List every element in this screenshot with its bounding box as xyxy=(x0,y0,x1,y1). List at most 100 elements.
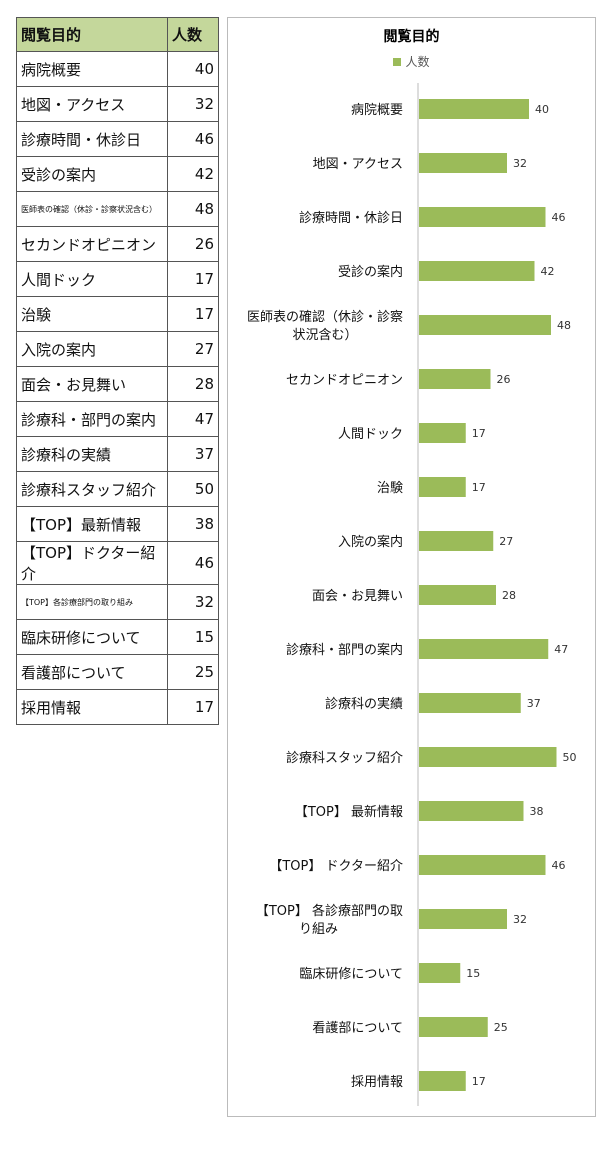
table-row: 入院の案内 27 xyxy=(16,331,219,367)
bar xyxy=(419,585,496,605)
table-row: 医師表の確認（休診・診察状況含む） 48 xyxy=(16,191,219,227)
bar xyxy=(419,639,549,659)
table-row: 面会・お見舞い 28 xyxy=(16,366,219,402)
data-label: 50 xyxy=(563,751,577,764)
bar xyxy=(419,909,507,929)
count-cell: 17 xyxy=(167,689,219,725)
count-cell: 47 xyxy=(167,401,219,437)
count-cell: 17 xyxy=(167,261,219,297)
table-row: 【TOP】最新情報 38 xyxy=(16,506,219,542)
data-label: 28 xyxy=(502,589,516,602)
data-label: 32 xyxy=(513,157,527,170)
bar xyxy=(419,315,551,335)
legend: 人数 xyxy=(228,53,595,70)
table-row: セカンドオピニオン 26 xyxy=(16,226,219,262)
data-label: 47 xyxy=(554,643,568,656)
purpose-cell: セカンドオピニオン xyxy=(16,226,168,262)
bar xyxy=(419,1071,466,1091)
purpose-cell: 医師表の確認（休診・診察状況含む） xyxy=(16,191,168,227)
purpose-cell: 診療科の実績 xyxy=(16,436,168,472)
data-label: 32 xyxy=(513,913,527,926)
bar xyxy=(419,99,529,119)
category-label: 臨床研修について xyxy=(299,967,403,982)
table-row: 診療科スタッフ紹介 50 xyxy=(16,471,219,507)
chart-plot: 40 病院概要 32 地図・アクセス 46 診療時間・休診日 42 受診の案内 48 医師表の確認… xyxy=(247,83,577,1106)
count-cell: 37 xyxy=(167,436,219,472)
category-label: 人間ドック xyxy=(338,427,403,442)
bar-chart: 閲覧目的 人数 40 病院概要 32 地図・アクセス 46 診療時間・休診日 42 受診の案内… xyxy=(227,17,596,1117)
category-label: 面会・お見舞い xyxy=(312,589,403,604)
table-row: 【TOP】ドクター紹介 46 xyxy=(16,541,219,585)
count-cell: 32 xyxy=(167,86,219,122)
count-cell: 48 xyxy=(167,191,219,227)
purpose-cell: 【TOP】ドクター紹介 xyxy=(16,541,168,585)
category-label: セカンドオピニオン xyxy=(286,373,403,388)
category-label: 採用情報 xyxy=(351,1075,403,1090)
count-cell: 50 xyxy=(167,471,219,507)
data-label: 27 xyxy=(499,535,513,548)
category-label: 【TOP】 ドクター紹介 xyxy=(269,859,403,874)
bar xyxy=(419,855,546,875)
purpose-cell: 人間ドック xyxy=(16,261,168,297)
purpose-cell: 面会・お見舞い xyxy=(16,366,168,402)
data-label: 15 xyxy=(466,967,480,980)
category-label: 診療科スタッフ紹介 xyxy=(286,750,403,766)
header-count: 人数 xyxy=(167,17,219,52)
purpose-cell: 診療科スタッフ紹介 xyxy=(16,471,168,507)
bar xyxy=(419,477,466,497)
table-row: 採用情報 17 xyxy=(16,689,219,725)
data-label: 46 xyxy=(552,211,566,224)
purpose-cell: 看護部について xyxy=(16,654,168,690)
data-label: 26 xyxy=(497,373,511,386)
data-label: 17 xyxy=(472,427,486,440)
bar xyxy=(419,261,535,281)
bar xyxy=(419,963,461,983)
data-label: 46 xyxy=(552,859,566,872)
category-label: 診療科の実績 xyxy=(325,696,403,712)
purpose-cell: 【TOP】各診療部門の取り組み xyxy=(16,584,168,620)
table-row: 人間ドック 17 xyxy=(16,261,219,297)
table-row: 看護部について 25 xyxy=(16,654,219,690)
purpose-cell: 地図・アクセス xyxy=(16,86,168,122)
count-cell: 17 xyxy=(167,296,219,332)
data-table: 閲覧目的 人数 病院概要 40 地図・アクセス 32 診療時間・休診日 46 受診の案内 42… xyxy=(16,17,219,725)
category-label: 【TOP】 最新情報 xyxy=(295,804,403,820)
data-label: 37 xyxy=(527,697,541,710)
table-row: 診療科の実績 37 xyxy=(16,436,219,472)
table-row: 治験 17 xyxy=(16,296,219,332)
table-row: 地図・アクセス 32 xyxy=(16,86,219,122)
legend-swatch xyxy=(393,58,402,66)
count-cell: 42 xyxy=(167,156,219,192)
purpose-cell: 治験 xyxy=(16,296,168,332)
purpose-cell: 採用情報 xyxy=(16,689,168,725)
purpose-cell: 受診の案内 xyxy=(16,156,168,192)
table-row: 受診の案内 42 xyxy=(16,156,219,192)
purpose-cell: 【TOP】最新情報 xyxy=(16,506,168,542)
category-label: 治験 xyxy=(377,481,403,496)
count-cell: 27 xyxy=(167,331,219,367)
count-cell: 46 xyxy=(167,541,219,585)
chart-title: 閲覧目的 xyxy=(383,29,440,45)
table-row: 診療科・部門の案内 47 xyxy=(16,401,219,437)
data-label: 40 xyxy=(535,103,549,116)
purpose-cell: 診療時間・休診日 xyxy=(16,121,168,157)
category-label: 入院の案内 xyxy=(338,534,403,550)
bar xyxy=(419,423,466,443)
count-cell: 26 xyxy=(167,226,219,262)
count-cell: 46 xyxy=(167,121,219,157)
count-cell: 38 xyxy=(167,506,219,542)
header-purpose: 閲覧目的 xyxy=(16,17,168,52)
data-label: 48 xyxy=(557,319,571,332)
table-row: 【TOP】各診療部門の取り組み 32 xyxy=(16,584,219,620)
data-label: 17 xyxy=(472,481,486,494)
purpose-cell: 臨床研修について xyxy=(16,619,168,655)
data-label: 38 xyxy=(530,805,544,818)
category-label: 診療時間・休診日 xyxy=(299,210,403,226)
bar xyxy=(419,801,524,821)
count-cell: 40 xyxy=(167,51,219,87)
data-label: 42 xyxy=(541,265,555,278)
bar xyxy=(419,153,507,173)
bar xyxy=(419,207,546,227)
count-cell: 32 xyxy=(167,584,219,620)
count-cell: 28 xyxy=(167,366,219,402)
